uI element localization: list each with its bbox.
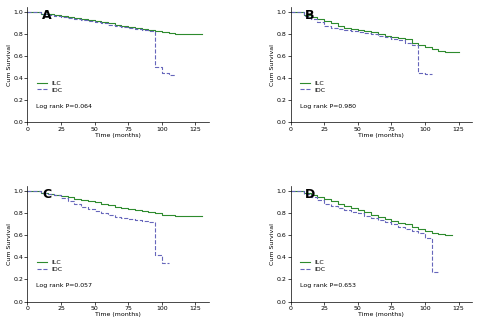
Y-axis label: Cum Survival: Cum Survival bbox=[7, 223, 12, 265]
Legend: ILC, IDC: ILC, IDC bbox=[36, 79, 64, 94]
X-axis label: Time (months): Time (months) bbox=[358, 312, 404, 317]
X-axis label: Time (months): Time (months) bbox=[358, 133, 404, 138]
X-axis label: Time (months): Time (months) bbox=[95, 312, 141, 317]
X-axis label: Time (months): Time (months) bbox=[95, 133, 141, 138]
Y-axis label: Cum Survival: Cum Survival bbox=[270, 223, 275, 265]
Text: Log rank P=0.980: Log rank P=0.980 bbox=[300, 104, 355, 109]
Legend: ILC, IDC: ILC, IDC bbox=[299, 259, 327, 273]
Legend: ILC, IDC: ILC, IDC bbox=[36, 259, 64, 273]
Text: Log rank P=0.064: Log rank P=0.064 bbox=[36, 104, 92, 109]
Y-axis label: Cum Survival: Cum Survival bbox=[7, 44, 12, 86]
Text: B: B bbox=[305, 9, 315, 22]
Text: A: A bbox=[42, 9, 52, 22]
Legend: ILC, IDC: ILC, IDC bbox=[299, 79, 327, 94]
Text: C: C bbox=[42, 188, 51, 201]
Y-axis label: Cum Survival: Cum Survival bbox=[270, 44, 275, 86]
Text: Log rank P=0.057: Log rank P=0.057 bbox=[36, 283, 92, 288]
Text: Log rank P=0.653: Log rank P=0.653 bbox=[300, 283, 355, 288]
Text: D: D bbox=[305, 188, 315, 201]
